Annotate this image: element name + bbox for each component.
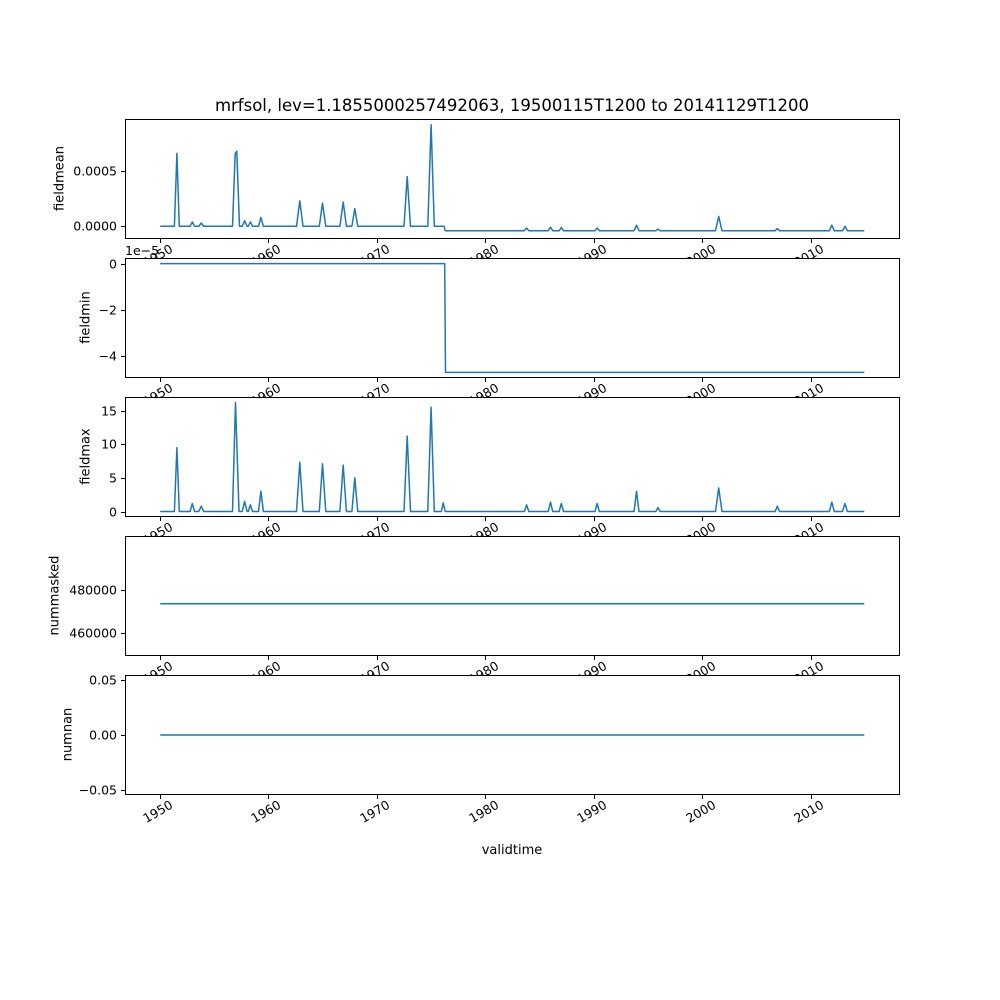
x-tick-mark [702, 795, 704, 799]
axes-frame [125, 119, 900, 239]
x-tick-mark [485, 656, 487, 660]
y-axis-label-fieldmax: fieldmax [78, 428, 94, 485]
x-tick-mark [485, 378, 487, 382]
y-tick-mark [121, 226, 125, 228]
x-tick-mark [485, 239, 487, 243]
y-tick-mark [121, 680, 125, 682]
axes-background [125, 119, 900, 239]
axes-background [125, 258, 900, 378]
y-tick-label: 0.05 [89, 672, 117, 688]
x-tick-label: 1980 [465, 797, 501, 826]
axes-frame [125, 675, 900, 795]
x-tick-mark [593, 517, 595, 521]
y-tick-mark [121, 632, 125, 634]
y-tick-mark [121, 590, 125, 591]
y-tick-label: 480000 [69, 582, 117, 598]
y-tick-label: 0 [109, 504, 117, 520]
y-tick-label: 0.00 [89, 727, 117, 743]
axes-frame [125, 397, 900, 517]
y-tick-mark [121, 263, 125, 265]
x-tick-mark [376, 656, 378, 660]
x-tick-label: 1950 [140, 797, 176, 826]
x-axis-label: validtime [481, 843, 543, 858]
x-tick-mark [593, 795, 595, 799]
x-tick-mark [810, 239, 812, 243]
x-tick-mark [159, 656, 161, 660]
y-tick-label: −2 [98, 302, 117, 318]
x-tick-label: 1990 [574, 797, 610, 826]
x-tick-mark [159, 239, 161, 243]
x-tick-mark [376, 378, 378, 382]
x-tick-mark [159, 378, 161, 382]
data-line-fieldmax [160, 401, 865, 513]
x-tick-mark [268, 378, 270, 382]
axes-frame [125, 536, 900, 656]
x-tick-mark [593, 656, 595, 660]
x-tick-mark [159, 517, 161, 521]
y-tick-mark [121, 789, 125, 791]
x-tick-label: 1970 [357, 797, 393, 826]
x-tick-label: 2000 [682, 797, 718, 826]
x-tick-mark [702, 517, 704, 521]
x-tick-label: 1960 [248, 797, 284, 826]
x-tick-mark [376, 795, 378, 799]
axes-background [125, 397, 900, 517]
y-tick-mark [121, 171, 125, 173]
x-tick-mark [810, 795, 812, 799]
y-tick-mark [121, 735, 125, 736]
axes-frame [125, 258, 900, 378]
y-axis-label-nummasked: nummasked [47, 555, 63, 636]
x-tick-mark [268, 656, 270, 660]
x-tick-mark [268, 239, 270, 243]
axes-background [125, 536, 900, 656]
x-tick-mark [485, 517, 487, 521]
x-tick-mark [702, 378, 704, 382]
x-tick-mark [702, 239, 704, 243]
y-tick-label: 5 [109, 470, 117, 486]
x-tick-mark [702, 656, 704, 660]
x-tick-mark [810, 656, 812, 660]
y-tick-label: −0.05 [78, 782, 117, 798]
y-tick-mark [121, 511, 125, 513]
chart-title: mrfsol, lev=1.1855000257492063, 19500115… [214, 96, 810, 115]
x-tick-mark [159, 795, 161, 799]
y-axis-label-fieldmean: fieldmean [52, 146, 68, 211]
x-tick-mark [810, 517, 812, 521]
y-tick-mark [121, 356, 125, 358]
y-tick-label: 0.0000 [73, 218, 117, 234]
x-tick-mark [593, 378, 595, 382]
axes-fieldmean [125, 119, 900, 239]
axes-nummasked [125, 536, 900, 656]
x-tick-mark [376, 239, 378, 243]
x-tick-mark [376, 517, 378, 521]
y-axis-offset-text: 1e−5 [125, 243, 160, 258]
axes-fieldmin [125, 258, 900, 378]
y-tick-mark [121, 444, 125, 446]
y-axis-label-numnan: numnan [60, 707, 76, 762]
y-tick-mark [121, 309, 125, 311]
axes-numnan [125, 675, 900, 795]
y-tick-label: −4 [98, 348, 117, 364]
data-line-fieldmin [160, 262, 865, 374]
y-tick-mark [121, 477, 125, 479]
y-tick-label: 10 [101, 436, 117, 452]
y-tick-label: 0.0005 [73, 163, 117, 179]
x-tick-mark [268, 795, 270, 799]
x-tick-label: 2010 [791, 797, 827, 826]
y-axis-label-fieldmin: fieldmin [78, 291, 94, 344]
x-tick-mark [810, 378, 812, 382]
y-tick-label: 15 [101, 403, 117, 419]
x-tick-mark [268, 517, 270, 521]
axes-fieldmax [125, 397, 900, 517]
x-tick-mark [485, 795, 487, 799]
y-tick-label: 460000 [69, 625, 117, 641]
y-tick-label: 0 [109, 256, 117, 272]
x-tick-mark [593, 239, 595, 243]
data-line-fieldmean [160, 123, 865, 232]
y-tick-mark [121, 410, 125, 412]
